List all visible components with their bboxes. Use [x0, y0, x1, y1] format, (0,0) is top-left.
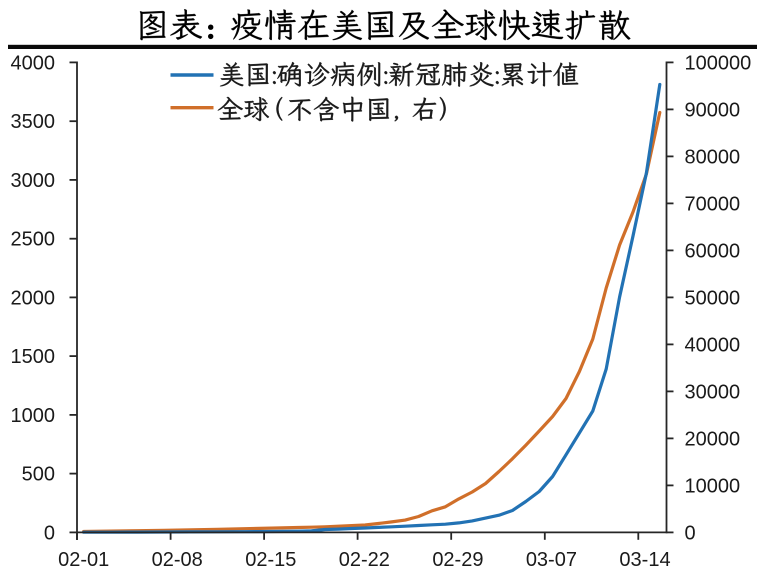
svg-text:03-07: 03-07 [526, 549, 577, 571]
svg-text:1000: 1000 [11, 405, 56, 427]
svg-text:2000: 2000 [11, 287, 56, 309]
svg-text:02-15: 02-15 [245, 549, 296, 571]
svg-text:02-08: 02-08 [152, 549, 203, 571]
svg-text:1500: 1500 [11, 346, 56, 368]
svg-text:4000: 4000 [11, 52, 56, 74]
svg-text:0: 0 [685, 522, 696, 544]
svg-text:100000: 100000 [685, 52, 752, 74]
svg-text:50000: 50000 [685, 287, 741, 309]
svg-text:3000: 3000 [11, 170, 56, 192]
svg-text:40000: 40000 [685, 334, 741, 356]
svg-text:80000: 80000 [685, 146, 741, 168]
svg-text:30000: 30000 [685, 381, 741, 403]
svg-text:10000: 10000 [685, 475, 741, 497]
svg-text:02-22: 02-22 [339, 549, 390, 571]
svg-text:20000: 20000 [685, 428, 741, 450]
svg-text:02-29: 02-29 [432, 549, 483, 571]
svg-text:2500: 2500 [11, 229, 56, 251]
svg-text:03-14: 03-14 [619, 549, 670, 571]
svg-text:60000: 60000 [685, 240, 741, 262]
svg-text:02-01: 02-01 [58, 549, 109, 571]
svg-text:3500: 3500 [11, 111, 56, 133]
svg-text:500: 500 [22, 464, 55, 486]
svg-text:70000: 70000 [685, 193, 741, 215]
svg-text:90000: 90000 [685, 99, 741, 121]
svg-text:0: 0 [44, 522, 55, 544]
